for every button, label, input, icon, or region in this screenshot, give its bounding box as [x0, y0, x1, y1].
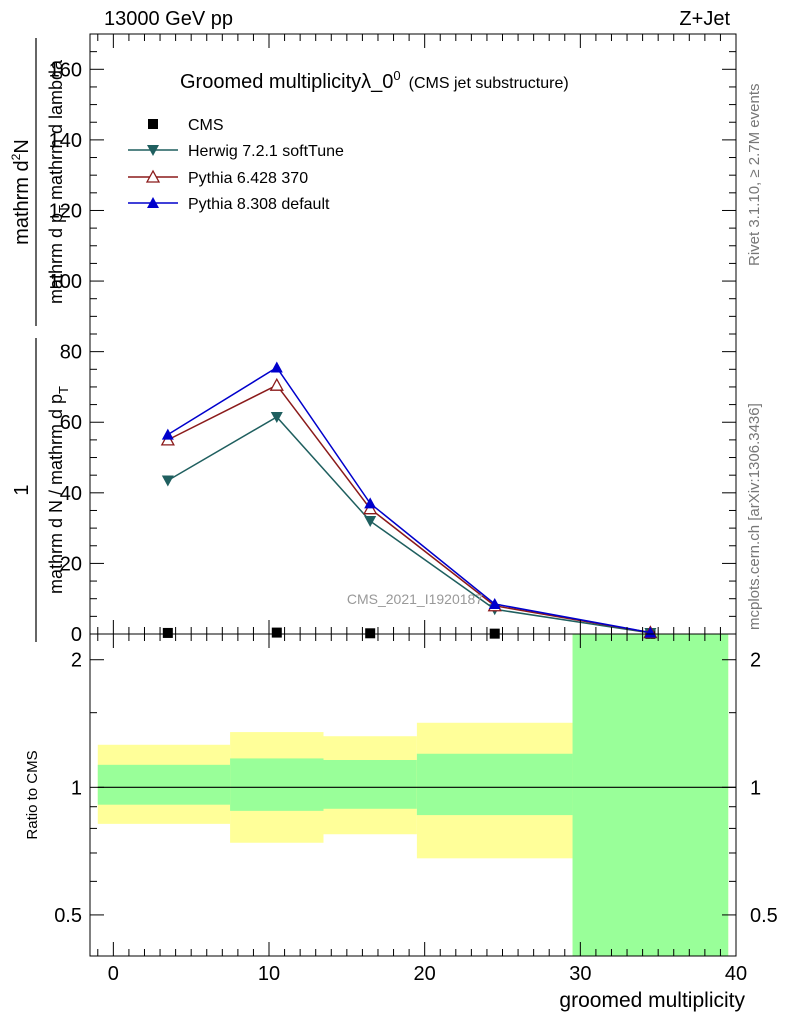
main-ytick-label: 0	[71, 624, 82, 646]
legend-marker-pythia6	[145, 169, 161, 183]
series-0-point-1	[271, 627, 282, 638]
series-3-point-4	[644, 626, 657, 638]
main-axis: 0 20 40 60 80 100 120 140 160	[49, 33, 737, 646]
series-0-point-0	[162, 627, 173, 638]
ratio-xtick-label: 40	[725, 963, 747, 985]
series-1-point-0	[161, 475, 174, 487]
main-ytick-label: 120	[49, 200, 82, 222]
ratio-ytick-label-left: 1	[71, 777, 82, 799]
ratio-axis: 0.5 0.51 12 20 10 20 30 40	[54, 634, 778, 985]
main-ytick-label: 20	[60, 553, 82, 575]
main-ytick-label: 160	[49, 59, 82, 81]
ratio-xtick-label: 0	[108, 963, 119, 985]
series-2-point-1	[269, 377, 284, 391]
series-1-point-1	[270, 411, 283, 423]
watermark-label: CMS_2021_I1920187	[347, 591, 483, 607]
series-3-point-0	[161, 428, 174, 440]
ratio-stat-band-0	[97, 764, 231, 805]
main-ytick-label: 100	[49, 271, 82, 293]
ratio-stat-band-3	[416, 753, 573, 816]
ratio-stat-band-4	[572, 634, 729, 956]
ratio-ytick-label-right: 0.5	[750, 905, 778, 927]
ratio-bands	[97, 634, 729, 956]
legend-marker-cms	[148, 119, 158, 129]
ylabel-numerator: mathrm d2N	[9, 139, 33, 245]
legend-label-pythia8: Pythia 8.308 default	[188, 196, 330, 213]
ratio-stat-band-2	[323, 760, 417, 809]
ratio-xtick-label: 10	[258, 963, 280, 985]
side-site: mcplots.cern.ch [arXiv:1306.3436]	[746, 403, 763, 630]
ratio-ylabel: Ratio to CMS	[24, 750, 41, 839]
header-right: Z+Jet	[679, 8, 730, 30]
series-3-point-3	[488, 598, 501, 609]
ylabel-prefactor-num: 1	[11, 484, 33, 495]
ratio-xtick-label: 20	[414, 963, 436, 985]
ratio-ytick-label-right: 1	[750, 777, 761, 799]
ratio-ytick-label-left: 2	[71, 650, 82, 672]
series-3-point-2	[364, 497, 377, 509]
header-left: 13000 GeV pp	[104, 8, 233, 30]
legend-label-herwig: Herwig 7.2.1 softTune	[188, 143, 344, 160]
main-ylabel: 1 mathrm d N / mathrm d pT mathrm d2N ma…	[9, 38, 71, 642]
ratio-ytick-label-right: 2	[750, 650, 761, 672]
main-frame	[89, 33, 737, 635]
main-ytick-label: 140	[49, 130, 82, 152]
ratio-xtick-label: 30	[569, 963, 591, 985]
series-1-point-2	[364, 516, 377, 528]
legend: CMS Herwig 7.2.1 softTune Pythia 6.428 3…	[128, 117, 344, 213]
main-ytick-label: 80	[60, 342, 82, 364]
series-0-point-2	[365, 628, 376, 639]
main-ytick-label: 60	[60, 412, 82, 434]
chart-subtitle: (CMS jet substructure)	[409, 75, 569, 92]
series-3-point-1	[270, 361, 283, 373]
x-axis-label: groomed multiplicity	[559, 989, 745, 1012]
side-rivet: Rivet 3.1.10, ≥ 2.7M events	[746, 83, 763, 267]
chart-title-main: Groomed multiplicityλ_0	[180, 71, 393, 93]
chart-title: Groomed multiplicityλ_00 (CMS jet substru…	[180, 68, 569, 93]
ylabel-prefactor-den: mathrm d N / mathrm d pT	[46, 386, 71, 594]
legend-label-pythia6: Pythia 6.428 370	[188, 170, 308, 187]
main-ytick-label: 40	[60, 483, 82, 505]
chart-title-sup: 0	[393, 68, 400, 83]
ratio-frame	[89, 633, 737, 957]
legend-marker-herwig	[147, 145, 159, 156]
ratio-ytick-label-left: 0.5	[54, 905, 82, 927]
ylabel-denominator: mathrm d pT mathrm d lambda	[46, 59, 71, 304]
legend-label-cms: CMS	[188, 117, 224, 134]
ratio-stat-band-1	[230, 758, 324, 811]
legend-marker-pythia8	[147, 197, 159, 208]
